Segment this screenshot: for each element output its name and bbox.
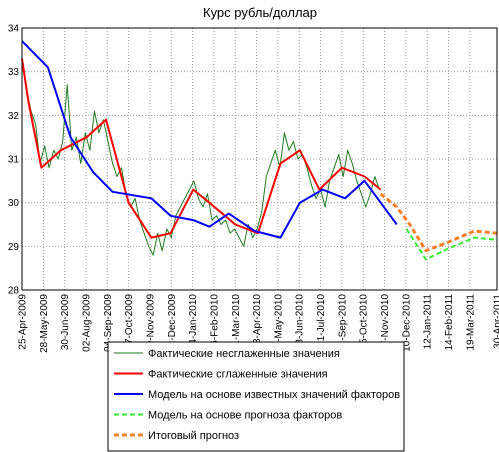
x-tick-label: 09-Nov-2009 bbox=[145, 294, 156, 352]
x-tick-label: 05-Oct-2010 bbox=[359, 294, 370, 350]
legend-box bbox=[107, 341, 405, 452]
x-tick-label: 14-Feb-2011 bbox=[444, 294, 455, 351]
x-tick-label: 30-Apr-2011 bbox=[493, 294, 499, 349]
legend-label: Фактические несглаженные значения bbox=[148, 348, 340, 360]
x-tick-label: 28-Jun-2010 bbox=[295, 294, 306, 351]
x-tick-label: 04-Sep-2009 bbox=[103, 294, 114, 352]
axes: 28 29 30 31 32 33 34 25-Apr-2009 28-May-2009 30-J… bbox=[8, 24, 499, 353]
series-line bbox=[21, 58, 382, 239]
x-tick-label: 02-Aug-2009 bbox=[81, 294, 92, 352]
x-tick-label: 30-Jun-2009 bbox=[60, 294, 71, 351]
y-tick-label: 29 bbox=[8, 242, 20, 253]
plot-frame bbox=[21, 27, 498, 291]
y-tick-label: 33 bbox=[8, 67, 20, 78]
series-line bbox=[405, 228, 498, 261]
x-tick-label: 10-Dec-2010 bbox=[401, 294, 412, 352]
legend: Фактические несглаженные значения Фактиче… bbox=[114, 348, 400, 442]
x-tick-label: 12-Jan-2011 bbox=[423, 294, 434, 350]
series-line bbox=[21, 58, 380, 256]
y-tick-label: 28 bbox=[8, 286, 20, 297]
x-tick-label: 16-Feb-2010 bbox=[209, 294, 220, 352]
y-tick-label: 32 bbox=[8, 111, 20, 122]
y-tick-label: 34 bbox=[8, 24, 20, 35]
x-tick-label: 19-Mar-2011 bbox=[465, 294, 476, 351]
x-tick-label: 21-Mar-2010 bbox=[231, 294, 242, 352]
x-tick-label: 12-Dec-2009 bbox=[167, 294, 178, 352]
x-tick-label: 02-Sep-2010 bbox=[337, 294, 348, 352]
x-tick-label: 07-Nov-2010 bbox=[380, 294, 391, 352]
x-tick-label: 25-Apr-2009 bbox=[18, 294, 29, 350]
legend-label: Модель на основе известных значений факт… bbox=[148, 389, 400, 401]
x-tick-label: 14-Jan-2010 bbox=[188, 294, 199, 351]
y-tick-label: 30 bbox=[8, 198, 20, 209]
y-tick-label: 31 bbox=[8, 155, 20, 166]
x-tick-label: 23-Apr-2010 bbox=[252, 294, 263, 350]
x-tick-label: 07-Oct-2009 bbox=[124, 294, 135, 350]
x-tick-label: 31-Jul-2010 bbox=[316, 294, 327, 347]
series-line bbox=[379, 192, 498, 253]
series-line bbox=[21, 40, 398, 239]
legend-label: Фактические сглаженные значения bbox=[148, 369, 328, 381]
legend-label: Модель на основе прогноза факторов bbox=[148, 410, 342, 422]
chart-title: Курс рубль/доллар bbox=[203, 5, 317, 20]
x-tick-label: 26-May-2010 bbox=[273, 294, 284, 353]
x-tick-label: 28-May-2009 bbox=[39, 294, 50, 353]
lines bbox=[21, 40, 498, 261]
legend-label: Итоговый прогноз bbox=[148, 430, 239, 442]
